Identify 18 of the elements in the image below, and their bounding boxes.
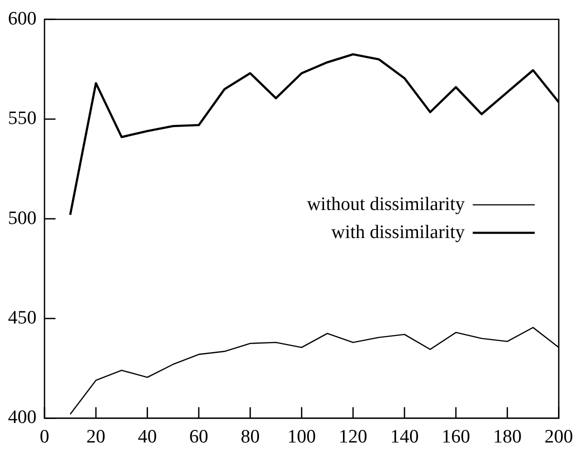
x-tick-label: 180	[493, 426, 522, 448]
x-tick-label: 40	[138, 426, 157, 448]
x-tick-label: 100	[287, 426, 316, 448]
y-tick-label: 600	[8, 8, 36, 30]
x-tick-label: 200	[544, 426, 573, 448]
y-tick-label: 500	[8, 208, 36, 229]
x-tick-label: 140	[390, 426, 419, 448]
x-tick-label: 0	[40, 426, 50, 448]
x-tick-label: 120	[338, 426, 368, 448]
x-tick-label: 60	[189, 426, 208, 448]
x-tick-label: 160	[442, 426, 470, 448]
y-tick-label: 450	[8, 307, 36, 328]
y-tick-label: 550	[8, 108, 36, 130]
x-tick-label: 20	[86, 426, 106, 448]
y-tick-label: 400	[8, 407, 36, 428]
x-tick-label: 80	[240, 426, 260, 448]
legend-label: without dissimilarity	[306, 194, 466, 215]
legend-label: with dissimilarity	[331, 222, 466, 243]
